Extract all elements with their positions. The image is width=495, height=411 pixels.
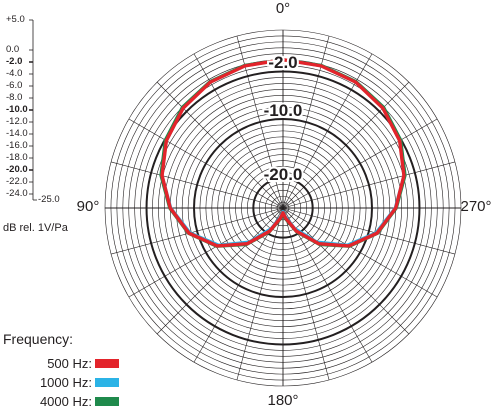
radial-scale-axis (29, 19, 37, 201)
angle-label-0: 0° (276, 0, 290, 17)
spoke (156, 81, 284, 209)
ring-label-20: -20.0 (264, 165, 303, 184)
scale-label: -4.0 (6, 68, 23, 79)
scale-label: -16.0 (6, 140, 28, 151)
spoke (282, 118, 438, 209)
scale-label: 0.0 (6, 44, 20, 55)
legend-swatch (95, 359, 119, 368)
scale-label: -18.0 (6, 152, 28, 163)
angle-label-90: 90° (77, 198, 100, 215)
legend-title: Frequency: (3, 331, 74, 347)
legend-label: 1000 Hz: (39, 375, 92, 390)
legend-item-4000hz: 4000 Hz: (0, 393, 120, 411)
angle-label-270: 270° (460, 198, 491, 215)
scale-label: -20.0 (6, 164, 28, 175)
scale-label: -14.0 (6, 128, 28, 139)
legend-item-1000hz: 1000 Hz: (0, 374, 120, 392)
scale-label: -2.0 (6, 56, 23, 67)
spoke (282, 161, 456, 209)
scale-label: -24.0 (6, 188, 28, 199)
polar-curves (159, 57, 407, 248)
legend-swatch (95, 378, 119, 387)
polar-spokes (105, 30, 461, 386)
spoke (128, 207, 284, 298)
spoke (193, 53, 284, 209)
scale-label: -6.0 (6, 80, 23, 91)
spoke (156, 207, 284, 335)
legend-label: 500 Hz: (47, 356, 92, 371)
spoke (282, 207, 410, 335)
spoke (282, 207, 438, 298)
scale-label: -12.0 (6, 116, 28, 127)
spoke (128, 118, 284, 209)
scale-label: -8.0 (6, 92, 23, 103)
ring-label-2: -2.0 (268, 53, 297, 72)
unit-label: dB rel. 1V/Pa (3, 222, 68, 234)
spoke (236, 207, 284, 381)
scale-label: +5.0 (6, 14, 25, 25)
angle-label-180: 180° (267, 392, 298, 408)
ring-label-10: -10.0 (264, 101, 303, 120)
legend-item-500hz: 500 Hz: (0, 355, 120, 373)
spoke (282, 53, 373, 209)
spoke (282, 81, 410, 209)
spoke (282, 207, 330, 381)
scale-label: -22.0 (6, 176, 28, 187)
legend-swatch (95, 397, 119, 406)
spoke (110, 207, 284, 255)
spoke (110, 161, 284, 209)
legend-label: 4000 Hz: (39, 394, 92, 409)
scale-label: -25.0 (38, 194, 60, 205)
spoke (282, 207, 456, 255)
series-curve-0 (160, 57, 406, 248)
scale-label: -10.0 (6, 104, 28, 115)
